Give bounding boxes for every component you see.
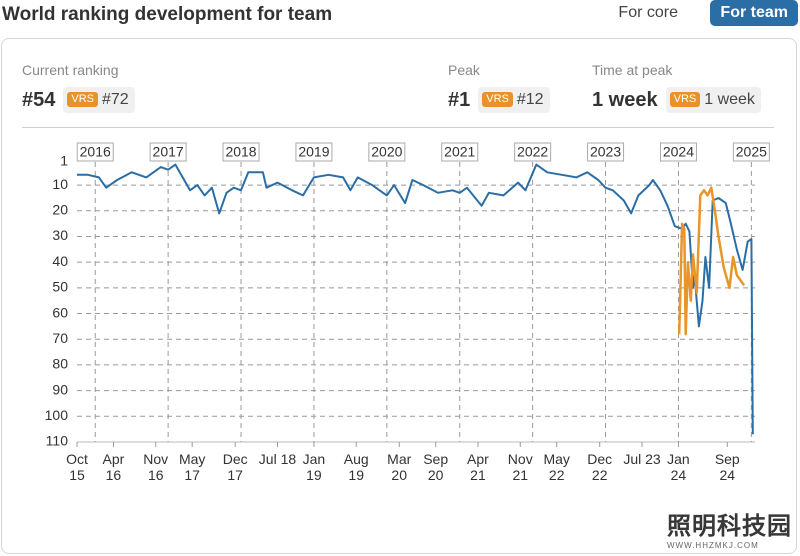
year-label: 2023 [590, 144, 621, 160]
x-tick-label: Apr 21 [467, 451, 489, 483]
x-tick-label: Dec 17 [222, 451, 248, 483]
year-label: 2019 [298, 144, 329, 160]
y-tick-label: 20 [52, 202, 68, 218]
y-tick-label: 60 [52, 304, 68, 320]
x-tick-label: Oct 15 [66, 451, 88, 483]
vrs-badge: VRS [482, 92, 513, 107]
x-tick-label: Jul 18 [258, 451, 297, 467]
year-label: 2021 [444, 144, 475, 160]
stat-label: Current ranking [22, 62, 119, 78]
year-box [368, 142, 406, 162]
y-tick-label: 90 [52, 381, 68, 397]
y-tick-label: 110 [46, 433, 69, 449]
vrs-value: #72 [102, 91, 129, 108]
vrs-pill: VRS 1 week [665, 87, 761, 113]
year-box [76, 142, 114, 162]
watermark: 照明科技园 WWW.HHZMKJ.COM [667, 506, 792, 550]
stat-label: Peak [448, 62, 480, 78]
series-line [677, 186, 746, 336]
y-tick-label: 1 [60, 153, 68, 169]
stat-value: #54 [22, 88, 56, 111]
x-tick-label: Sep 20 [423, 451, 449, 483]
stat-value: #1 [448, 88, 471, 111]
y-tick-label: 30 [52, 227, 68, 243]
y-tick-label: 50 [52, 279, 68, 295]
card [1, 38, 797, 554]
x-tick-label: Jan 24 [667, 451, 690, 483]
stat-row: #1 VRS #12 [448, 87, 550, 113]
x-tick-label: Nov 21 [507, 451, 533, 483]
x-tick-label: May 17 [178, 451, 206, 483]
vrs-value: #12 [516, 91, 544, 108]
year-box [514, 142, 552, 162]
year-label: 2024 [663, 144, 694, 160]
vrs-value: 1 week [704, 91, 755, 108]
x-tick-label: Nov 16 [143, 451, 169, 483]
watermark-title: 照明科技园 [667, 513, 792, 540]
toggle-button[interactable]: For core [618, 4, 678, 21]
stat-label: Time at peak [592, 62, 673, 78]
x-tick-label: Jul 23 [623, 451, 661, 467]
year-label: 2025 [736, 144, 767, 160]
year-box [441, 142, 479, 162]
x-tick-label: Dec 22 [587, 451, 613, 483]
x-tick-label: Sep 24 [714, 451, 740, 483]
y-tick-label: 40 [52, 253, 68, 269]
vrs-badge: VRS [669, 92, 701, 107]
vrs-badge: VRS [67, 92, 98, 107]
toggle-button[interactable]: For team [710, 0, 798, 26]
year-label: 2017 [153, 144, 184, 160]
y-tick-label: 80 [52, 356, 68, 372]
year-box [659, 142, 697, 162]
year-box [222, 142, 260, 162]
series-line [77, 163, 754, 435]
vrs-pill: VRS #12 [478, 87, 550, 113]
y-tick-label: 100 [45, 407, 69, 423]
stat-row: 1 week VRS 1 week [592, 87, 761, 113]
x-tick-label: Mar 20 [387, 451, 412, 483]
year-label: 2022 [517, 144, 548, 160]
page-title: World ranking development for team [2, 4, 333, 25]
stat-value: 1 week [592, 88, 658, 111]
x-tick-label: Jan 19 [302, 451, 326, 483]
vrs-pill: VRS #72 [63, 87, 135, 113]
year-label: 2016 [80, 144, 111, 160]
y-tick-label: 10 [52, 176, 68, 192]
year-label: 2018 [225, 144, 256, 160]
divider [22, 127, 774, 128]
year-box [732, 142, 770, 162]
x-tick-label: Apr 16 [102, 451, 125, 483]
watermark-url: WWW.HHZMKJ.COM [667, 541, 759, 550]
year-label: 2020 [371, 144, 402, 160]
y-tick-label: 70 [52, 330, 68, 346]
x-tick-label: Aug 19 [343, 451, 369, 483]
year-box [587, 142, 625, 162]
year-box [149, 142, 187, 162]
stat-row: #54 VRS #72 [22, 87, 135, 113]
x-tick-label: May 22 [543, 451, 570, 483]
year-box [295, 142, 333, 162]
